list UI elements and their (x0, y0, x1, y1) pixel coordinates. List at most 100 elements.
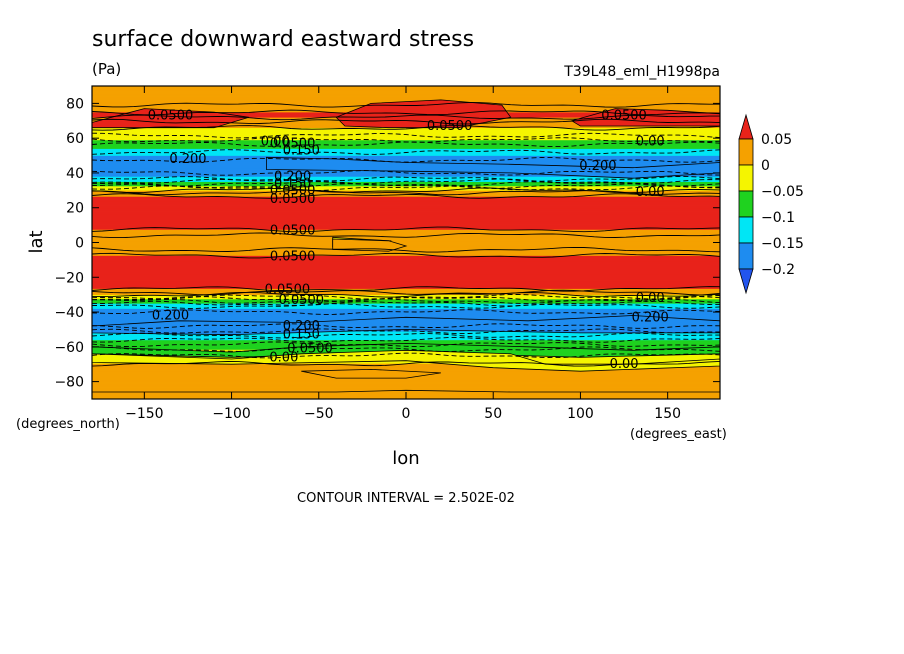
colorbar-label: −0.05 (761, 184, 804, 200)
stress-band (92, 187, 720, 189)
stress-band (92, 94, 720, 96)
stress-band (92, 220, 720, 222)
stress-band (92, 97, 720, 100)
stress-band (92, 276, 720, 278)
stress-band (92, 334, 720, 336)
stress-band (92, 301, 720, 303)
y-tick-label: −60 (54, 340, 84, 356)
stress-band (92, 263, 720, 265)
regional-features (92, 99, 720, 399)
x-tick-label: −100 (212, 406, 250, 422)
contour-line-negative (92, 178, 720, 185)
stress-band (92, 261, 720, 263)
contour-line-positive (92, 246, 720, 253)
stress-band (92, 383, 720, 386)
contour-lines (92, 102, 720, 367)
south-storm-track (92, 315, 720, 336)
contour-line-negative (92, 137, 720, 143)
equatorial-wedge (332, 238, 408, 252)
chart-title: surface downward eastward stress (92, 27, 474, 52)
contour-line-positive (92, 189, 720, 196)
stress-band (92, 336, 720, 338)
antarctic-lobe (301, 368, 441, 379)
stress-band (92, 242, 720, 244)
stress-band (92, 179, 720, 182)
stress-band (92, 204, 720, 207)
stress-band (92, 313, 720, 315)
contour-line-negative (92, 181, 720, 187)
stress-band (92, 241, 720, 243)
stress-band (92, 213, 720, 215)
contour-line-positive (92, 118, 720, 125)
stress-band (92, 177, 720, 180)
stress-band (92, 287, 720, 289)
stress-band (92, 134, 720, 136)
stress-band (92, 231, 720, 234)
stress-band (92, 226, 720, 229)
stress-band (92, 244, 720, 247)
stress-band (92, 150, 720, 153)
stress-band (92, 282, 720, 284)
contour-line-negative (92, 328, 720, 335)
stress-band (92, 386, 720, 388)
stress-band (92, 305, 720, 308)
stress-band (92, 264, 720, 267)
stress-band (92, 233, 720, 235)
stress-band (92, 156, 720, 158)
colorbar-segment (738, 190, 754, 218)
stress-band (92, 236, 720, 238)
stress-band (92, 335, 720, 337)
stress-band (92, 274, 720, 276)
stress-band (92, 97, 720, 99)
contour-label: 0.200 (283, 319, 320, 334)
contour-line-negative (92, 332, 720, 339)
stress-band (92, 380, 720, 382)
stress-band (92, 199, 720, 202)
contour-line-negative (92, 303, 720, 309)
stress-band (92, 153, 720, 155)
contour-label: 0.0500 (287, 342, 333, 357)
stress-band (92, 369, 720, 371)
stress-band (92, 217, 720, 220)
stress-band (92, 194, 720, 196)
contour-line-negative (92, 296, 720, 302)
stress-band (92, 139, 720, 142)
stress-band (92, 130, 720, 132)
contour-label: 0.00 (636, 291, 665, 306)
contour-label: 0.0500 (601, 109, 647, 124)
contour-label: 0.200 (579, 159, 616, 174)
contour-line-negative (92, 341, 720, 348)
x-tick-label: −150 (125, 406, 163, 422)
stress-band (92, 387, 720, 389)
stress-band (92, 178, 720, 181)
contour-label: 0.150 (283, 143, 320, 158)
stress-band (92, 174, 720, 176)
stress-band (92, 368, 720, 370)
contour-line-positive (92, 291, 720, 298)
stress-band (92, 250, 720, 253)
stress-band (92, 229, 720, 231)
stress-band (92, 208, 720, 210)
stress-band (92, 129, 720, 131)
stress-band (92, 292, 720, 295)
colorbar-top-arrow (738, 113, 754, 140)
stress-band (92, 263, 720, 266)
stress-band (92, 329, 720, 331)
stress-band (92, 130, 720, 133)
stress-band (92, 203, 720, 205)
stress-band (92, 258, 720, 261)
contour-line-positive (92, 187, 720, 194)
stress-band (92, 154, 720, 156)
stress-band (92, 155, 720, 157)
contour-line-positive (92, 125, 720, 131)
stress-band (92, 315, 720, 317)
contour-line-positive (92, 193, 720, 199)
stress-band (92, 272, 720, 275)
colorbar-label: 0 (761, 158, 770, 174)
contour-label: 0.0500 (270, 249, 316, 264)
stress-band (92, 189, 720, 191)
contour-line-positive (92, 252, 720, 259)
stress-band (92, 309, 720, 311)
stress-band (92, 142, 720, 144)
colorbar-label: −0.1 (761, 210, 795, 226)
